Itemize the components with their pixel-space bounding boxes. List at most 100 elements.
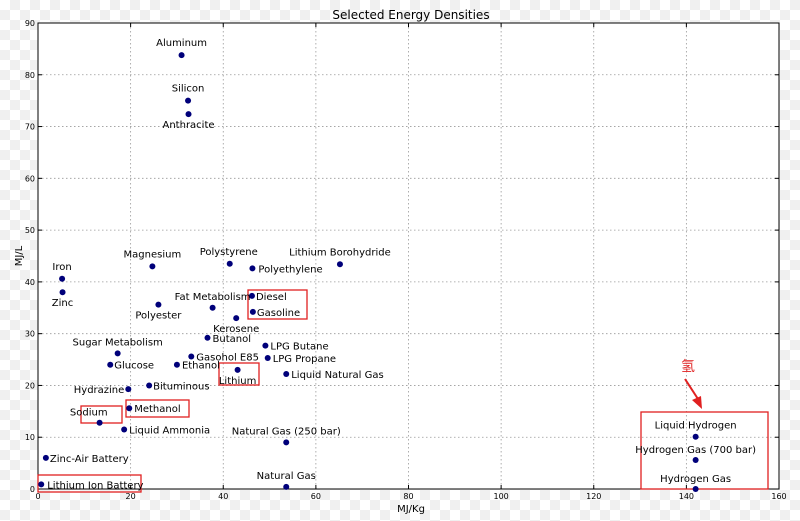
point-ethanol <box>173 361 180 368</box>
label-bituminous: Bituminous <box>153 381 209 392</box>
point-lithium-ion-battery <box>38 481 45 488</box>
axis-ticks: 0 20 40 60 80 100 120 140 160 0 10 20 30 40 50 60 70 80 90 <box>25 19 787 501</box>
y-tick-label: 90 <box>25 19 35 28</box>
point-gasoline <box>249 308 256 315</box>
point-lithium <box>234 366 241 373</box>
point-hydrogen-gas <box>692 486 699 492</box>
x-axis-label: MJ/Kg <box>397 504 425 515</box>
label-fat-metabolism: Fat Metabolism <box>175 292 251 303</box>
point-hydrazine <box>125 386 132 393</box>
label-zinc: Zinc <box>52 298 73 309</box>
point-liquid-natural-gas <box>283 371 290 378</box>
chart-title: Selected Energy Densities <box>332 8 489 22</box>
data-points <box>38 52 699 492</box>
label-ethanol: Ethanol <box>182 361 220 372</box>
point-liquid-ammonia <box>121 426 128 433</box>
label-zinc-air-battery: Zinc-Air Battery <box>50 454 129 465</box>
point-liquid-hydrogen <box>692 433 699 440</box>
label-sodium: Sodium <box>70 408 108 419</box>
x-tick-label: 160 <box>771 492 786 501</box>
y-tick-label: 60 <box>25 174 35 183</box>
label-magnesium: Magnesium <box>124 249 182 260</box>
point-sugar-metabolism <box>114 350 121 357</box>
point-hydrogen-gas-700-bar <box>692 457 699 464</box>
label-natural-gas-250-bar: Natural Gas (250 bar) <box>232 426 341 437</box>
point-lithium-borohydride <box>336 261 343 268</box>
point-zinc <box>59 289 66 296</box>
label-liquid-ammonia: Liquid Ammonia <box>129 425 210 436</box>
point-aluminum <box>178 52 185 59</box>
point-polyethylene <box>249 265 256 272</box>
y-tick-label: 0 <box>30 485 35 494</box>
label-polystyrene: Polystyrene <box>200 247 258 258</box>
point-gasohol-e85 <box>188 353 195 360</box>
annotation-arrow-head <box>692 396 702 409</box>
x-tick-label: 140 <box>679 492 694 501</box>
label-kerosene: Kerosene <box>213 324 259 335</box>
x-tick-label: 40 <box>218 492 228 501</box>
highlight-box-lithium-ion-battery <box>37 474 142 493</box>
y-tick-label: 10 <box>25 433 35 442</box>
label-sugar-metabolism: Sugar Metabolism <box>73 337 163 348</box>
point-natural-gas-250-bar <box>283 439 290 446</box>
point-magnesium <box>149 263 156 270</box>
label-lpg-propane: LPG Propane <box>273 354 336 365</box>
point-polystyrene <box>226 260 233 267</box>
y-tick-label: 30 <box>25 330 35 339</box>
label-lithium: Lithium <box>219 376 256 387</box>
label-anthracite: Anthracite <box>163 120 215 131</box>
label-lpg-butane: LPG Butane <box>270 342 328 353</box>
label-liquid-natural-gas: Liquid Natural Gas <box>291 370 384 381</box>
point-anthracite <box>185 111 192 118</box>
point-natural-gas <box>283 483 290 490</box>
label-butanol: Butanol <box>213 334 251 345</box>
hydrogen-annotation-text: 氢 <box>681 359 695 375</box>
y-tick-label: 70 <box>25 123 35 132</box>
point-labels: Aluminum Silicon Anthracite Magnesium Polyst… <box>47 38 756 491</box>
label-hydrogen-gas-700-bar: Hydrogen Gas (700 bar) <box>635 445 756 456</box>
highlight-box-diesel-gasoline <box>247 289 308 320</box>
y-axis-label: MJ/L <box>14 245 25 266</box>
label-gasohol-e85: Gasohol E85 <box>196 352 259 363</box>
label-iron: Iron <box>52 262 71 273</box>
point-iron <box>59 275 66 282</box>
y-tick-label: 50 <box>25 226 35 235</box>
grid <box>38 23 779 489</box>
point-sodium <box>96 419 103 426</box>
x-tick-label: 60 <box>311 492 321 501</box>
point-bituminous <box>146 382 153 389</box>
point-zinc-air-battery <box>42 454 49 461</box>
label-glucose: Glucose <box>114 361 154 372</box>
label-diesel: Diesel <box>256 292 287 303</box>
annotation-arrow-line <box>684 378 699 400</box>
label-methanol: Methanol <box>134 404 180 415</box>
hydrogen-annotation: 氢 <box>681 359 702 409</box>
highlight-box-methanol <box>125 399 190 418</box>
x-tick-label: 100 <box>493 492 508 501</box>
y-tick-label: 80 <box>25 71 35 80</box>
point-polyester <box>155 301 162 308</box>
point-glucose <box>107 361 114 368</box>
x-tick-label: 120 <box>586 492 601 501</box>
point-kerosene <box>233 315 240 322</box>
label-aluminum: Aluminum <box>156 38 207 49</box>
point-lpg-butane <box>262 342 269 349</box>
label-silicon: Silicon <box>172 84 205 95</box>
point-fat-metabolism <box>209 304 216 311</box>
label-polyester: Polyester <box>135 311 182 322</box>
label-hydrazine: Hydrazine <box>74 385 125 396</box>
point-methanol <box>126 405 133 412</box>
highlight-boxes <box>37 289 769 493</box>
label-lithium-borohydride: Lithium Borohydride <box>289 247 391 258</box>
label-polyethylene: Polyethylene <box>258 264 322 275</box>
label-natural-gas: Natural Gas <box>257 471 316 482</box>
label-gasoline: Gasoline <box>257 308 300 319</box>
y-tick-label: 40 <box>25 278 35 287</box>
y-tick-label: 20 <box>25 381 35 390</box>
point-butanol <box>204 334 211 341</box>
x-tick-label: 80 <box>403 492 413 501</box>
point-silicon <box>185 97 192 104</box>
point-lpg-propane <box>264 355 271 362</box>
highlight-box-hydrogen <box>640 411 769 490</box>
